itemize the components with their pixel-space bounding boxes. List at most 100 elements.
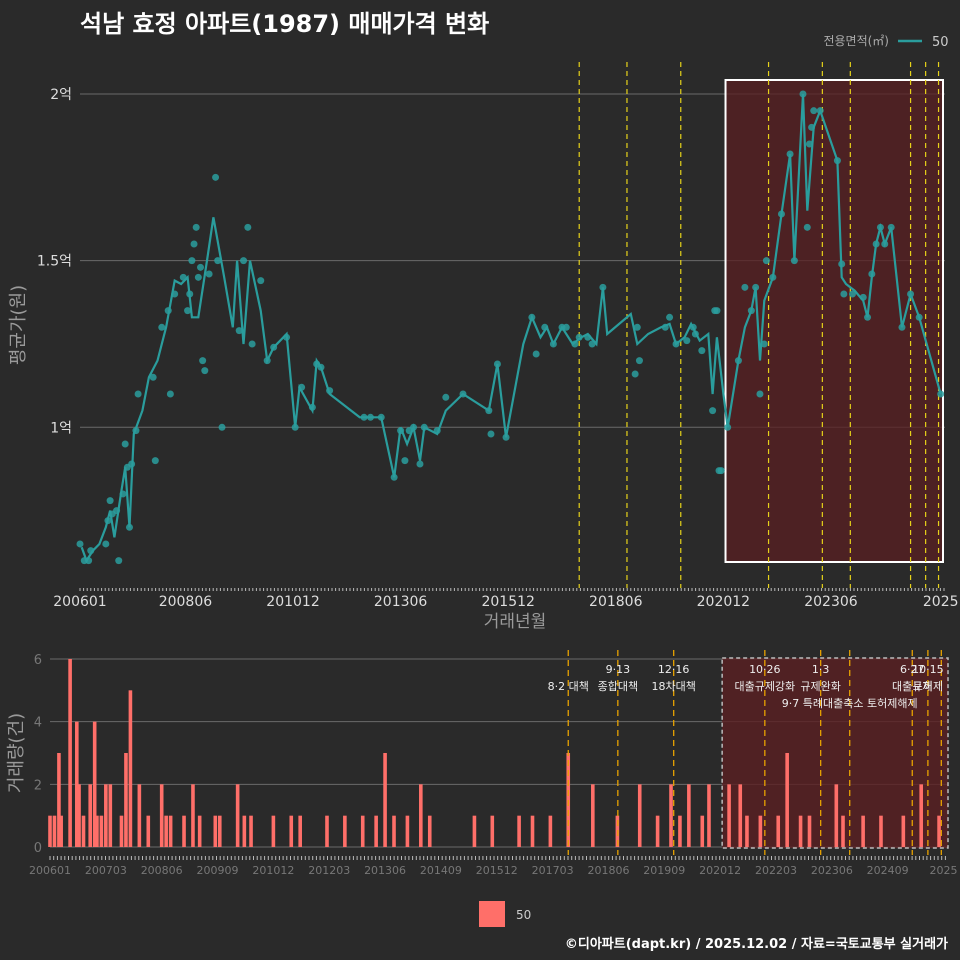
volume-bar [68, 659, 72, 847]
policy-name-label: 종합대책 [598, 680, 638, 693]
top-x-tick-label: 200601 [53, 594, 106, 610]
volume-bar [99, 815, 104, 847]
policy-date-label: 6·27 [900, 663, 925, 676]
volume-bar [95, 815, 99, 847]
price-point [257, 277, 265, 285]
volume-bar [124, 753, 128, 847]
volume-bar [298, 815, 302, 847]
price-point [244, 223, 252, 231]
top-y-tick-label: 1.5억 [37, 254, 72, 270]
top-x-axis-label: 거래년월 [484, 612, 547, 632]
volume-bar [419, 784, 423, 847]
bottom-x-tick-label: 202012 [699, 864, 741, 877]
bottom-x-tick-label: 201806 [587, 864, 629, 877]
policy-date-label: 10·15 [912, 663, 944, 676]
bottom-y-tick-label: 6 [34, 653, 42, 668]
volume-bar [530, 815, 535, 847]
price-point [633, 323, 641, 331]
volume-bar [168, 815, 173, 847]
price-point [810, 107, 818, 115]
price-point [760, 340, 768, 348]
volume-bar [92, 721, 97, 847]
volume-bar [785, 753, 789, 847]
bottom-x-tick-labels: 200601 200703 200806 200909 201012 201203 2013… [29, 864, 958, 877]
volume-bar [57, 753, 61, 847]
footer-credit: ©디아파트(dapt.kr) / 2025.12.02 / 자료=국토교통부 실… [564, 937, 948, 952]
bottom-x-tick-label: 200806 [141, 864, 183, 877]
volume-bar [48, 815, 52, 847]
volume-bar [591, 784, 595, 847]
volume-bar [52, 815, 57, 847]
top-x-tick-label: 2025 [923, 594, 959, 610]
volume-bar [146, 815, 151, 847]
bottom-y-tick-label: 0 [34, 841, 42, 856]
bottom-x-tick-label: 201409 [420, 864, 462, 877]
price-point [635, 357, 643, 365]
volume-bar [343, 815, 347, 847]
top-y-axis-label: 평균가(원) [8, 285, 29, 365]
policy-date-label: 10·26 [749, 663, 781, 676]
volume-bar [738, 784, 743, 847]
price-point [532, 350, 540, 358]
price-point [717, 467, 725, 475]
price-point [698, 347, 706, 355]
volume-bar [427, 815, 432, 847]
price-point [248, 340, 256, 348]
top-y-tick-label: 2억 [50, 87, 72, 103]
price-point [218, 423, 226, 431]
volume-bar [490, 815, 495, 847]
policy-date-label: 1·3 [812, 663, 830, 676]
volume-bar [137, 784, 142, 847]
top-x-tick-labels: 200601 200806 201012 201306 201512 201806 2020… [53, 594, 958, 610]
bottom-x-tick-label: 202203 [755, 864, 797, 877]
bottom-x-tick-label: 2025 [930, 864, 958, 877]
top-x-tick-label: 202012 [697, 594, 750, 610]
price-point [190, 240, 198, 248]
price-point [562, 323, 570, 331]
top-average-price-line [80, 93, 942, 564]
volume-bar [807, 815, 812, 847]
price-point [121, 440, 129, 448]
volume-bar [517, 815, 521, 847]
volume-bar [919, 784, 923, 847]
volume-bar [383, 753, 387, 847]
bottom-y-tick-labels: 0 2 4 6 [34, 653, 42, 856]
top-x-tick-label: 201806 [589, 594, 643, 610]
price-point [192, 223, 200, 231]
price-point [666, 313, 674, 321]
price-point [102, 540, 110, 548]
price-point [416, 460, 424, 468]
volume-bar [798, 815, 803, 847]
volume-bar [217, 815, 222, 847]
price-point [201, 367, 209, 375]
volume-bar [700, 815, 705, 847]
volume-bar [325, 815, 329, 847]
bottom-y-tick-label: 4 [34, 716, 42, 731]
volume-bar [119, 815, 124, 847]
bottom-y-axis-label: 거래량(건) [6, 713, 27, 793]
legend-bottom-label: 50 [516, 908, 531, 922]
bottom-x-tick-label: 200601 [29, 864, 71, 877]
price-point [756, 390, 764, 398]
bottom-x-tick-label: 200909 [197, 864, 239, 877]
volume-bar [937, 815, 941, 847]
bottom-x-tick-label: 201306 [364, 864, 406, 877]
volume-bar [77, 784, 81, 847]
price-point [212, 173, 220, 181]
price-point [134, 390, 142, 398]
price-point [709, 407, 717, 415]
volume-bar [197, 815, 202, 847]
legend-label: 50 [932, 35, 949, 50]
price-point [194, 273, 202, 281]
legend-bar-swatch [479, 901, 505, 927]
volume-bar [655, 815, 660, 847]
volume-bar [548, 815, 553, 847]
price-point [840, 290, 848, 298]
volume-bar [472, 815, 477, 847]
volume-bar [758, 815, 763, 847]
volume-bar [669, 784, 673, 847]
top-x-tick-label: 200806 [159, 594, 213, 610]
top-policy-lines [578, 62, 940, 588]
price-point [151, 457, 159, 465]
